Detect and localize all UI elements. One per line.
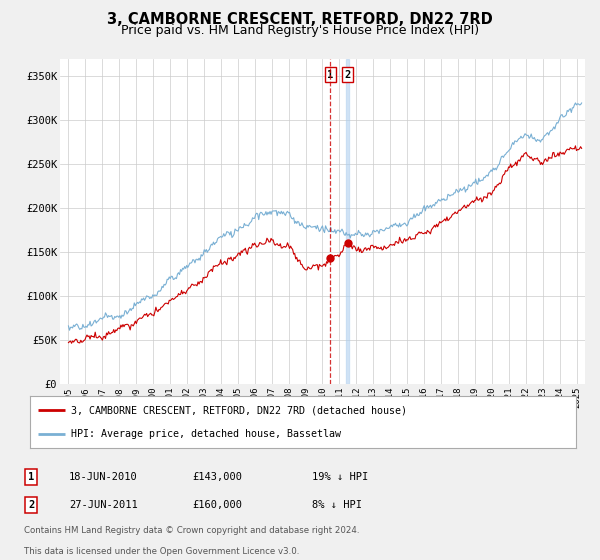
Text: 2: 2	[28, 500, 34, 510]
Text: 1: 1	[327, 69, 334, 80]
Text: 2: 2	[344, 69, 351, 80]
Text: 18-JUN-2010: 18-JUN-2010	[69, 472, 138, 482]
Text: Price paid vs. HM Land Registry's House Price Index (HPI): Price paid vs. HM Land Registry's House …	[121, 24, 479, 36]
Text: 3, CAMBORNE CRESCENT, RETFORD, DN22 7RD (detached house): 3, CAMBORNE CRESCENT, RETFORD, DN22 7RD …	[71, 405, 407, 416]
Text: 19% ↓ HPI: 19% ↓ HPI	[312, 472, 368, 482]
Text: Contains HM Land Registry data © Crown copyright and database right 2024.: Contains HM Land Registry data © Crown c…	[24, 526, 359, 535]
Text: 3, CAMBORNE CRESCENT, RETFORD, DN22 7RD: 3, CAMBORNE CRESCENT, RETFORD, DN22 7RD	[107, 12, 493, 27]
Text: 8% ↓ HPI: 8% ↓ HPI	[312, 500, 362, 510]
Text: 1: 1	[28, 472, 34, 482]
Text: This data is licensed under the Open Government Licence v3.0.: This data is licensed under the Open Gov…	[24, 547, 299, 556]
Bar	[346, 59, 349, 384]
Text: 27-JUN-2011: 27-JUN-2011	[69, 500, 138, 510]
Text: £160,000: £160,000	[192, 500, 242, 510]
Text: HPI: Average price, detached house, Bassetlaw: HPI: Average price, detached house, Bass…	[71, 429, 341, 439]
Text: £143,000: £143,000	[192, 472, 242, 482]
